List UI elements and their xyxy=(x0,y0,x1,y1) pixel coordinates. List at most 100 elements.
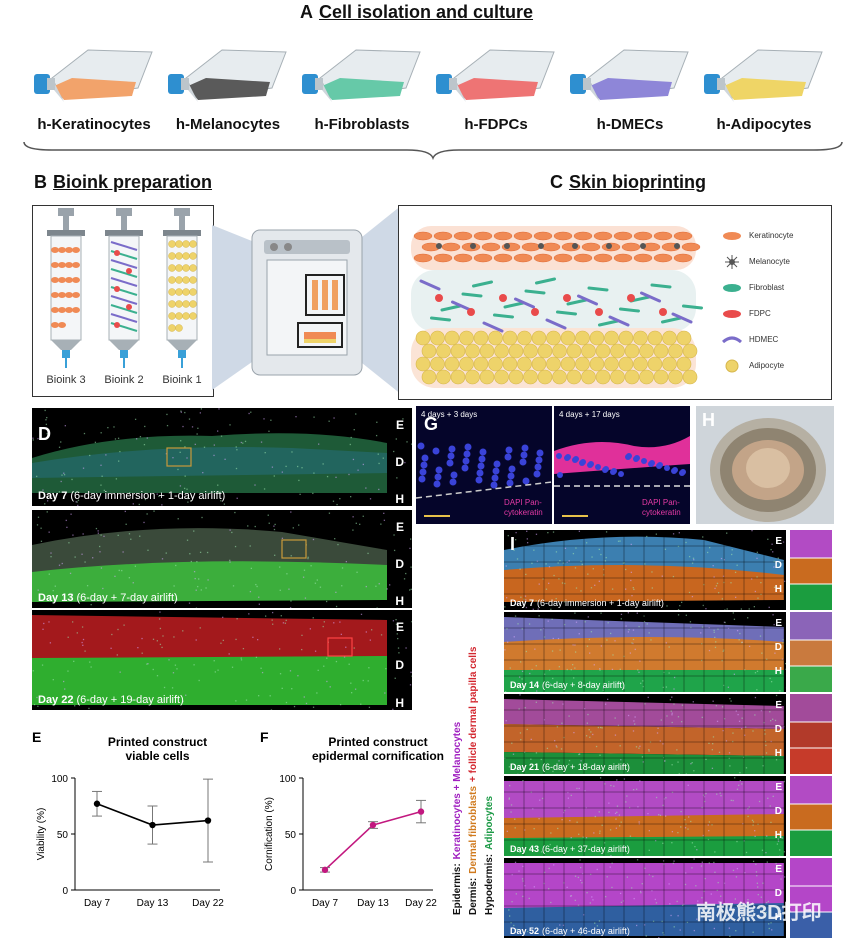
side-legend-text: Dermal fibroblasts xyxy=(468,785,479,874)
panel-a-heading: Cell isolation and culture xyxy=(319,2,534,22)
zoom-image xyxy=(790,694,832,774)
chart-e: Printed construct viable cells E 0 50 100 Viab… xyxy=(32,730,224,909)
legend-swatch-icon xyxy=(725,359,739,373)
petri-dish-photo xyxy=(696,406,834,524)
chart-f: Printed construct epidermal cornification… xyxy=(260,730,444,909)
layer-label: D xyxy=(774,642,782,653)
caption-detail: (6-day + 19-day airlift) xyxy=(76,694,184,706)
y-tick-label: 100 xyxy=(51,774,68,785)
panel-h-letter: H xyxy=(702,410,715,430)
flask-label: h-Keratinocytes xyxy=(37,116,151,133)
layer-label: H xyxy=(395,594,404,608)
legend-label: Melanocyte xyxy=(749,257,790,266)
data-point xyxy=(93,800,101,807)
micrograph-caption: Day 13 (6-day + 7-day airlift) xyxy=(38,592,178,604)
caption-detail: (6-day immersion + 1-day airlift) xyxy=(70,490,226,502)
watermark: 南极熊3D打印 xyxy=(696,902,822,924)
x-tick-label: Day 7 xyxy=(84,898,111,909)
legend-label: HDMEC xyxy=(749,335,779,344)
caption-day: Day 52 xyxy=(510,926,540,936)
data-point xyxy=(321,866,329,874)
micrograph-i: Day 7 (6-day immersion + 1-day airlift) E D… xyxy=(504,530,786,610)
stained-section-image xyxy=(416,406,552,524)
panel-letter: F xyxy=(260,730,269,745)
zoom-inset xyxy=(790,530,832,610)
stain-legend: DAPI Pan-cytokeratin xyxy=(642,498,681,517)
timepoint-label: 4 days + 3 days xyxy=(421,410,478,419)
panel-g-micrographs: 4 days + 3 days DAPI Pan-cytokeratin 4 day… xyxy=(416,406,694,524)
tissue-image xyxy=(504,776,786,856)
layer-label: E xyxy=(775,700,782,711)
caption-detail: (6-day + 7-day airlift) xyxy=(76,592,178,604)
cell-flask-icon xyxy=(34,49,153,102)
micrograph-caption: Day 22 (6-day + 19-day airlift) xyxy=(38,694,184,706)
zoom-image xyxy=(790,530,832,610)
layer-label: E xyxy=(775,782,782,793)
micrograph-i: Day 52 (6-day + 46-day airlift) E D H xyxy=(504,858,786,938)
cell-flask-icon xyxy=(436,49,555,102)
zoom-inset xyxy=(790,776,832,856)
micrograph-i: Day 21 (6-day + 18-day airlift) E D H xyxy=(504,694,786,774)
layer-label: D xyxy=(774,806,782,817)
legend-swatch-icon xyxy=(723,284,741,292)
caption-detail: (6-day + 37-day airlift) xyxy=(542,844,630,854)
data-point xyxy=(369,821,377,829)
syringe-icon xyxy=(47,208,85,368)
caption-day: Day 7 xyxy=(38,490,68,502)
caption-day: Day 14 xyxy=(510,680,540,690)
x-tick-label: Day 7 xyxy=(312,898,339,909)
y-tick-label: 50 xyxy=(57,830,69,841)
panel-c-title: C Skin bioprinting xyxy=(550,172,706,193)
legend-label: Adipocyte xyxy=(749,361,785,370)
legend-item: Fibroblast xyxy=(721,280,831,300)
syringe-box: Bioink 3 Bioink 2 Bioink 1 xyxy=(32,205,214,397)
tissue-image xyxy=(504,530,786,610)
y-tick-label: 100 xyxy=(279,774,296,785)
legend-item: Adipocyte xyxy=(721,358,831,378)
cell-flask-icon xyxy=(704,49,823,102)
skin-layers-illustration xyxy=(411,226,703,388)
side-legend-text: Adipocytes xyxy=(484,795,495,850)
panel-i-letter: I xyxy=(510,534,516,554)
y-axis-label: Viability (%) xyxy=(36,808,47,861)
panel-c-letter: C xyxy=(550,172,563,192)
bioprinter-illustration xyxy=(212,205,402,395)
y-tick-label: 0 xyxy=(290,886,296,897)
layer-label: H xyxy=(774,748,782,759)
cell-flask-icon xyxy=(168,49,287,102)
x-tick-label: Day 13 xyxy=(137,898,169,909)
syringe-label: Bioink 3 xyxy=(46,374,86,386)
stain-legend: DAPI Pan-cytokeratin xyxy=(504,498,543,517)
panel-b-title: B Bioink preparation xyxy=(34,172,212,193)
zoom-image xyxy=(790,776,832,856)
legend-item: HDMEC xyxy=(721,332,831,352)
micrograph-caption: Day 21 (6-day + 18-day airlift) xyxy=(510,762,630,772)
brace xyxy=(23,141,843,160)
panel-g-letter: G xyxy=(424,414,439,434)
layer-label: D xyxy=(774,560,782,571)
flask-label: h-Fibroblasts xyxy=(314,116,410,133)
data-point xyxy=(417,808,425,815)
caption-day: Day 21 xyxy=(510,762,540,772)
side-legend-text: Dermis: xyxy=(468,877,479,915)
layer-label: E xyxy=(395,620,404,634)
flask-label: h-FDPCs xyxy=(464,116,528,133)
chart-title: Printed construct viable cells xyxy=(108,735,207,763)
micrograph-d: Day 7 (6-day immersion + 1-day airlift) E D… xyxy=(32,408,412,506)
legend-swatch-icon xyxy=(723,310,741,318)
layer-label: E xyxy=(775,618,782,629)
syringe-icon xyxy=(163,208,201,368)
syringe-label: Bioink 2 xyxy=(104,374,144,386)
micrograph-caption: Day 7 (6-day immersion + 1-day airlift) xyxy=(510,598,664,608)
zoom-image xyxy=(790,858,832,938)
zoom-inset xyxy=(790,612,832,692)
layer-label: H xyxy=(774,584,782,595)
legend-label: Keratinocyte xyxy=(749,231,794,240)
y-tick-label: 50 xyxy=(285,830,297,841)
micrograph-i: Day 14 (6-day + 8-day airlift) E D H xyxy=(504,612,786,692)
panel-letter: E xyxy=(32,730,41,745)
flask-label: h-Adipocytes xyxy=(716,116,812,133)
flask-label: h-Melanocytes xyxy=(175,116,281,133)
caption-day: Day 43 xyxy=(510,844,540,854)
cell-flask-icon xyxy=(302,49,421,102)
